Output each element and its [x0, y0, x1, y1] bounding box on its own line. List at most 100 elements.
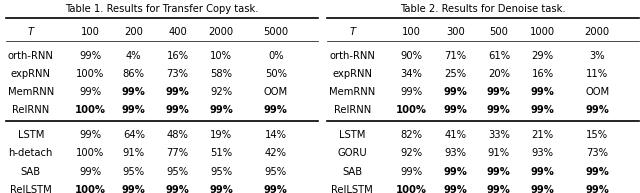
- Text: 3%: 3%: [589, 51, 605, 61]
- Text: 93%: 93%: [444, 148, 466, 158]
- Text: 99%: 99%: [531, 185, 554, 193]
- Text: 71%: 71%: [444, 51, 466, 61]
- Text: 82%: 82%: [401, 130, 422, 140]
- Text: 93%: 93%: [532, 148, 554, 158]
- Text: Table 2. Results for Denoise task.: Table 2. Results for Denoise task.: [401, 4, 566, 14]
- Text: 99%: 99%: [444, 105, 467, 115]
- Text: 400: 400: [168, 27, 187, 37]
- Text: 100%: 100%: [74, 105, 106, 115]
- Text: h-detach: h-detach: [8, 148, 53, 158]
- Text: 99%: 99%: [531, 167, 554, 177]
- Text: 99%: 99%: [79, 51, 101, 61]
- Text: 99%: 99%: [209, 105, 233, 115]
- Text: 100%: 100%: [76, 69, 104, 79]
- Text: 99%: 99%: [401, 167, 422, 177]
- Text: 99%: 99%: [166, 87, 189, 97]
- Text: 58%: 58%: [210, 69, 232, 79]
- Text: orth-RNN: orth-RNN: [8, 51, 54, 61]
- Text: 100: 100: [81, 27, 99, 37]
- Text: RelRNN: RelRNN: [333, 105, 371, 115]
- Text: 99%: 99%: [585, 167, 609, 177]
- Text: 92%: 92%: [210, 87, 232, 97]
- Text: 41%: 41%: [444, 130, 466, 140]
- Text: 51%: 51%: [210, 148, 232, 158]
- Text: 42%: 42%: [265, 148, 287, 158]
- Text: 48%: 48%: [166, 130, 188, 140]
- Text: 99%: 99%: [264, 105, 288, 115]
- Text: 21%: 21%: [531, 130, 554, 140]
- Text: MemRNN: MemRNN: [8, 87, 54, 97]
- Text: T: T: [349, 27, 355, 37]
- Text: 73%: 73%: [586, 148, 608, 158]
- Text: 0%: 0%: [268, 51, 284, 61]
- Text: 92%: 92%: [401, 148, 422, 158]
- Text: 500: 500: [490, 27, 508, 37]
- Text: 77%: 77%: [166, 148, 189, 158]
- Text: 200: 200: [124, 27, 143, 37]
- Text: 99%: 99%: [487, 185, 511, 193]
- Text: 91%: 91%: [123, 148, 145, 158]
- Text: 5000: 5000: [263, 27, 289, 37]
- Text: 99%: 99%: [444, 185, 467, 193]
- Text: 50%: 50%: [265, 69, 287, 79]
- Text: 2000: 2000: [584, 27, 610, 37]
- Text: 1000: 1000: [530, 27, 555, 37]
- Text: OOM: OOM: [585, 87, 609, 97]
- Text: orth-RNN: orth-RNN: [329, 51, 375, 61]
- Text: T: T: [28, 27, 34, 37]
- Text: SAB: SAB: [20, 167, 41, 177]
- Text: 100%: 100%: [76, 148, 104, 158]
- Text: RelRNN: RelRNN: [12, 105, 49, 115]
- Text: LSTM: LSTM: [17, 130, 44, 140]
- Text: 99%: 99%: [166, 185, 189, 193]
- Text: OOM: OOM: [264, 87, 288, 97]
- Text: 25%: 25%: [444, 69, 466, 79]
- Text: 99%: 99%: [122, 185, 146, 193]
- Text: 100%: 100%: [396, 185, 427, 193]
- Text: 99%: 99%: [209, 185, 233, 193]
- Text: Table 1. Results for Transfer Copy task.: Table 1. Results for Transfer Copy task.: [65, 4, 259, 14]
- Text: 100: 100: [402, 27, 421, 37]
- Text: 99%: 99%: [79, 167, 101, 177]
- Text: expRNN: expRNN: [11, 69, 51, 79]
- Text: 99%: 99%: [487, 87, 511, 97]
- Text: 4%: 4%: [126, 51, 141, 61]
- Text: 99%: 99%: [531, 87, 554, 97]
- Text: 15%: 15%: [586, 130, 608, 140]
- Text: 99%: 99%: [585, 105, 609, 115]
- Text: 99%: 99%: [264, 185, 288, 193]
- Text: MemRNN: MemRNN: [329, 87, 375, 97]
- Text: 64%: 64%: [123, 130, 145, 140]
- Text: 61%: 61%: [488, 51, 510, 61]
- Text: 73%: 73%: [166, 69, 188, 79]
- Text: 33%: 33%: [488, 130, 510, 140]
- Text: RelLSTM: RelLSTM: [332, 185, 373, 193]
- Text: 90%: 90%: [401, 51, 422, 61]
- Text: 16%: 16%: [166, 51, 189, 61]
- Text: 16%: 16%: [531, 69, 554, 79]
- Text: RelLSTM: RelLSTM: [10, 185, 52, 193]
- Text: GORU: GORU: [337, 148, 367, 158]
- Text: 99%: 99%: [444, 167, 467, 177]
- Text: 99%: 99%: [444, 87, 467, 97]
- Text: 20%: 20%: [488, 69, 510, 79]
- Text: LSTM: LSTM: [339, 130, 365, 140]
- Text: 99%: 99%: [585, 185, 609, 193]
- Text: 29%: 29%: [531, 51, 554, 61]
- Text: 99%: 99%: [401, 87, 422, 97]
- Text: 11%: 11%: [586, 69, 608, 79]
- Text: 99%: 99%: [166, 105, 189, 115]
- Text: 300: 300: [446, 27, 465, 37]
- Text: 19%: 19%: [210, 130, 232, 140]
- Text: 99%: 99%: [79, 87, 101, 97]
- Text: 95%: 95%: [265, 167, 287, 177]
- Text: 99%: 99%: [122, 87, 146, 97]
- Text: 91%: 91%: [488, 148, 510, 158]
- Text: SAB: SAB: [342, 167, 362, 177]
- Text: 99%: 99%: [487, 105, 511, 115]
- Text: 99%: 99%: [531, 105, 554, 115]
- Text: 100%: 100%: [396, 105, 427, 115]
- Text: 95%: 95%: [210, 167, 232, 177]
- Text: 86%: 86%: [123, 69, 145, 79]
- Text: 99%: 99%: [79, 130, 101, 140]
